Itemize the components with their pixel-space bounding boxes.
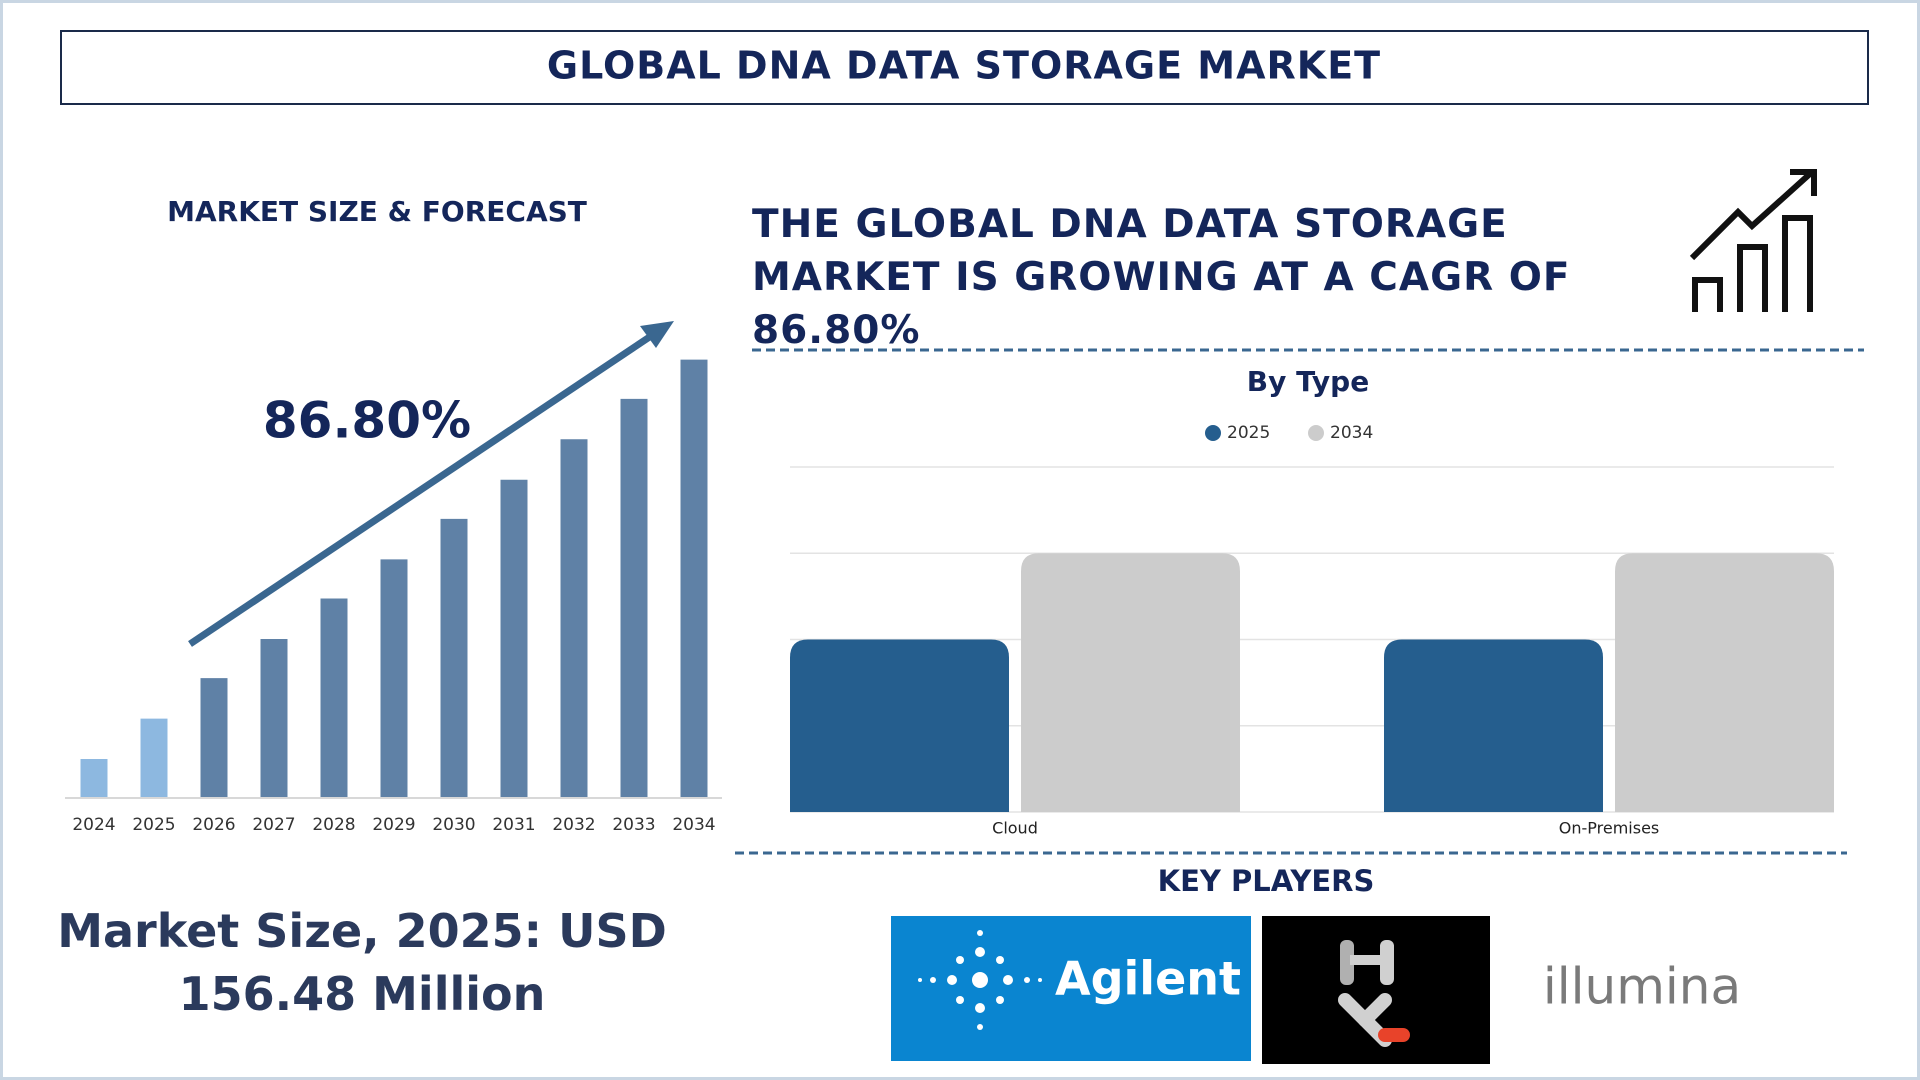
bar — [620, 398, 648, 797]
legend-label: 2034 — [1330, 423, 1373, 443]
bar — [680, 359, 708, 797]
twist-logo — [1262, 916, 1490, 1064]
headline: THE GLOBAL DNA DATA STORAGE MARKET IS GR… — [752, 202, 1571, 353]
bar — [500, 479, 528, 797]
x-tick-label: 2034 — [672, 815, 715, 835]
x-tick-label: Cloud — [992, 819, 1038, 838]
trend-arrow — [188, 327, 662, 647]
x-tick-label: 2025 — [132, 815, 175, 835]
legend-label: 2025 — [1227, 423, 1270, 443]
x-tick-label: 2033 — [612, 815, 655, 835]
x-tick-label: 2032 — [552, 815, 595, 835]
bar — [790, 639, 1009, 812]
legend-swatch — [1308, 425, 1324, 441]
bar — [380, 559, 408, 797]
x-tick-label: 2028 — [312, 815, 355, 835]
bar — [560, 439, 588, 797]
bar — [140, 718, 168, 797]
chart-title: By Type — [1247, 365, 1369, 398]
bar — [260, 638, 288, 797]
bar — [200, 678, 228, 797]
x-tick-label: 2024 — [72, 815, 115, 835]
arrow-head — [640, 321, 674, 348]
x-tick-label: 2026 — [192, 815, 235, 835]
twist-mark — [1338, 940, 1410, 1047]
logo-text: Agilent — [1055, 952, 1241, 1006]
x-tick-label: 2030 — [432, 815, 475, 835]
x-tick-label: On-Premises — [1559, 819, 1660, 838]
bar — [440, 518, 468, 797]
logo-text: illumina — [1543, 958, 1741, 1016]
agilent-spark — [918, 930, 1042, 1030]
x-tick-label: 2029 — [372, 815, 415, 835]
cagr-annotation: 86.80% — [263, 392, 471, 450]
agilent-logo — [891, 916, 1251, 1061]
bar — [80, 759, 108, 797]
bar — [1615, 553, 1834, 812]
bar — [1021, 553, 1240, 812]
legend-swatch — [1205, 425, 1221, 441]
bar — [320, 598, 348, 797]
header-title: GLOBAL DNA DATA STORAGE MARKET — [547, 44, 1381, 88]
section-title: KEY PLAYERS — [1158, 864, 1375, 898]
x-tick-label: 2031 — [492, 815, 535, 835]
x-tick-label: 2027 — [252, 815, 295, 835]
growth-icon — [1689, 169, 1817, 312]
header-box — [60, 30, 1869, 105]
bar — [1384, 639, 1603, 812]
market-size: Market Size, 2025: USD 156.48 Million — [57, 904, 667, 1021]
chart-title: MARKET SIZE & FORECAST — [167, 195, 587, 228]
